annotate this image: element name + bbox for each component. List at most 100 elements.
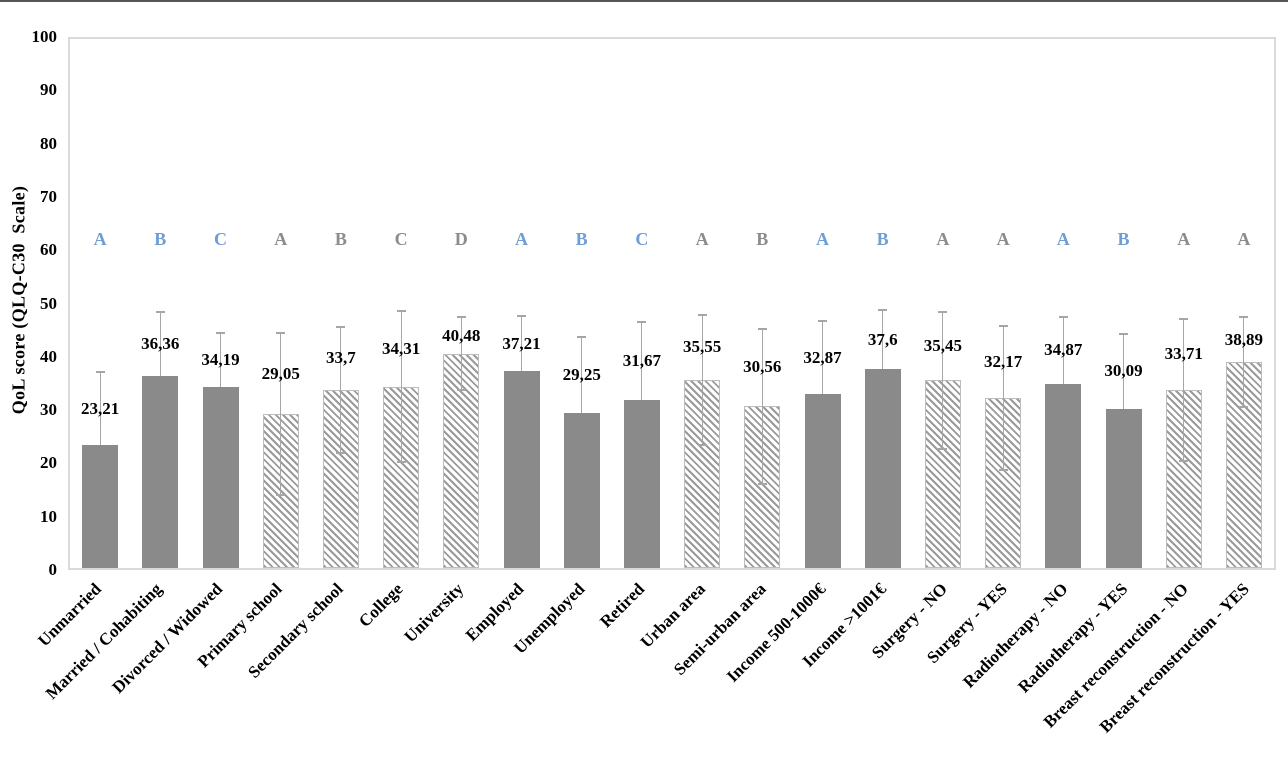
- y-axis-tick-labels: 0 10 20 30 40 50 60 70 80 90 100: [0, 28, 58, 579]
- error-bar-bottom-cap: [396, 461, 406, 464]
- significance-letter: B: [756, 229, 769, 250]
- y-tick-label: 40: [40, 346, 57, 366]
- significance-letter: C: [394, 229, 408, 250]
- error-bar-top-cap: [998, 324, 1008, 327]
- error-bar: [400, 310, 402, 463]
- error-bar-top-cap: [1058, 315, 1068, 318]
- error-bar-top-cap: [276, 332, 286, 335]
- significance-letter: B: [154, 229, 167, 250]
- significance-letter: A: [1056, 229, 1070, 250]
- y-tick-label: 50: [40, 293, 57, 313]
- bar-value-label: 40,48: [442, 325, 481, 345]
- bar-value-label: 32,87: [803, 347, 842, 367]
- error-bar-top-cap: [216, 331, 225, 334]
- error-bar-top-cap: [1239, 316, 1249, 319]
- error-bar-top-cap: [336, 325, 346, 328]
- bar-value-label: 38,89: [1224, 329, 1264, 349]
- error-bar-top-cap: [155, 310, 165, 313]
- figure-top-border: [0, 0, 1288, 2]
- error-bar-top-cap: [878, 309, 888, 312]
- bar-value-label: 32,17: [983, 351, 1023, 371]
- significance-letter: C: [214, 229, 227, 250]
- y-tick-label: 30: [40, 400, 57, 420]
- error-bar-top-cap: [818, 320, 827, 323]
- bar-value-label: 23,21: [80, 398, 120, 418]
- bar-value-label: 37,21: [502, 333, 541, 353]
- error-bar-bottom-cap: [1239, 406, 1249, 409]
- error-bar: [942, 312, 944, 449]
- bar-value-label: 34,87: [1044, 340, 1083, 360]
- significance-letter: D: [454, 229, 468, 250]
- y-tick-label: 10: [40, 506, 57, 526]
- y-tick-label: 0: [48, 560, 58, 579]
- bar-value-label: 37,6: [867, 329, 898, 349]
- error-bar-top-cap: [637, 320, 647, 323]
- error-bar: [1002, 325, 1004, 470]
- error-bar-top-cap: [577, 336, 587, 339]
- x-axis-label: University: [400, 579, 468, 647]
- significance-letter: A: [936, 229, 950, 250]
- significance-letter: A: [996, 229, 1010, 250]
- y-tick-label: 60: [40, 240, 57, 260]
- error-bar-top-cap: [396, 309, 406, 312]
- bar: [82, 445, 119, 568]
- plot-area: 23,21 A 36,36 B 34,19 C 29,05 A 33,7 B 34,31 C 40,48…: [68, 37, 1276, 570]
- bar: [563, 413, 600, 568]
- significance-letter: A: [695, 229, 709, 250]
- error-bar: [701, 314, 703, 446]
- x-axis-labels: Unmarried Married / Cohabiting Divorced / …: [34, 570, 1276, 784]
- error-bar-bottom-cap: [276, 494, 286, 497]
- significance-letter: A: [515, 229, 528, 250]
- bar-value-label: 30,09: [1104, 361, 1143, 381]
- y-tick-label: 80: [40, 133, 57, 153]
- error-bar-top-cap: [1179, 317, 1189, 320]
- bar-value-label: 29,25: [562, 365, 601, 385]
- error-bar-top-cap: [517, 315, 526, 318]
- error-bar-top-cap: [697, 313, 707, 316]
- bar: [142, 375, 179, 568]
- bar-value-label: 29,05: [261, 363, 300, 383]
- bar: [202, 387, 239, 568]
- bar-value-label: 30,56: [743, 357, 782, 377]
- error-bar-top-cap: [1119, 332, 1128, 335]
- bar-value-label: 35,45: [923, 336, 963, 356]
- significance-letter: A: [1177, 229, 1191, 250]
- error-bar-bottom-cap: [998, 468, 1008, 471]
- significance-letter: B: [1117, 229, 1130, 250]
- error-bar: [280, 333, 282, 496]
- bar-value-label: 33,7: [326, 348, 356, 368]
- error-bar-bottom-cap: [938, 447, 948, 450]
- error-bar-top-cap: [757, 327, 767, 330]
- significance-letter: A: [1237, 229, 1251, 250]
- bar: [1105, 408, 1142, 568]
- significance-letter: B: [876, 229, 889, 250]
- bar: [864, 369, 901, 568]
- significance-letter: A: [274, 229, 288, 250]
- error-bar-top-cap: [95, 371, 105, 374]
- bar-value-label: 34,31: [381, 338, 421, 358]
- bar-value-label: 31,67: [622, 351, 662, 371]
- error-bar: [340, 326, 342, 453]
- x-axis-label: Married / Cohabiting: [41, 579, 166, 703]
- bar: [623, 400, 660, 568]
- error-bar-bottom-cap: [697, 444, 707, 447]
- error-bar: [761, 328, 763, 485]
- bar: [503, 371, 540, 568]
- bar-value-label: 33,71: [1164, 344, 1203, 364]
- bar: [804, 394, 841, 568]
- error-bar-bottom-cap: [456, 389, 466, 392]
- error-bar-bottom-cap: [1179, 459, 1189, 462]
- y-tick-label: 20: [40, 453, 57, 473]
- x-axis-label: College: [355, 579, 407, 631]
- bar-value-label: 35,55: [682, 337, 722, 357]
- error-bar-bottom-cap: [757, 483, 767, 486]
- error-bar-top-cap: [456, 316, 466, 319]
- significance-letter: A: [93, 229, 107, 250]
- error-bar-top-cap: [938, 311, 948, 314]
- error-bar-bottom-cap: [336, 451, 346, 454]
- error-bar: [1243, 317, 1245, 408]
- x-axis-label: Divorced / Widowed: [108, 579, 226, 697]
- bar: [322, 389, 359, 568]
- y-tick-label: 90: [40, 80, 57, 100]
